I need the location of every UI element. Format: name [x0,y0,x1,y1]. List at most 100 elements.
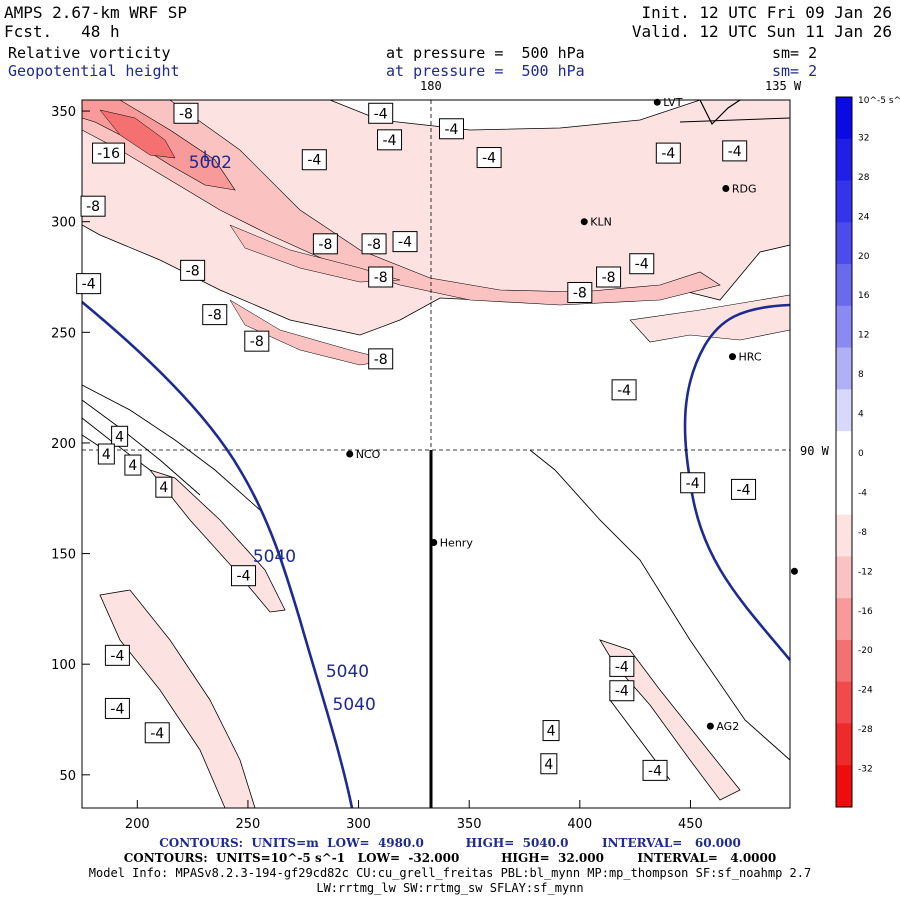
smoothing-2: sm= 2 [772,62,818,80]
vorticity-label: -4 [82,277,96,293]
vorticity-label: -4 [110,648,124,664]
colorbar-segment [836,180,852,223]
vorticity-label: -4 [648,763,662,779]
footer-vorticity-contours: CONTOURS: UNITS=10^-5 s^-1 LOW= -32.000 … [123,851,777,865]
colorbar-label: 32 [858,133,869,143]
vorticity-label: -8 [250,334,264,350]
station-label: HRC [738,351,761,364]
vorticity-label: -4 [398,235,412,251]
colorbar-segment [836,138,852,182]
y-axis-ticks: 350 300 250 200 150 100 50 [51,105,90,784]
y-tick-label: 350 [51,105,76,120]
colorbar-segment [836,305,852,349]
station-label: RDG [732,183,757,196]
vorticity-label: 4 [128,458,137,474]
vorticity-label-box [368,348,394,370]
vorticity-label: -8 [602,270,616,286]
vorticity-label: -4 [150,726,164,742]
vorticity-label-box [312,233,338,255]
colorbar-segment [836,639,852,683]
vorticity-label-box [92,142,126,164]
vorticity-label-box [144,722,170,744]
vorticity-label-box [104,697,130,719]
x-tick-label: 400 [567,817,592,832]
vorticity-label-box [244,330,270,352]
colorbar-label: -16 [858,607,873,617]
y-tick-label: 50 [59,769,76,784]
model-title: AMPS 2.67-km WRF SP [4,3,188,22]
footer-height-contours: CONTOURS: UNITS=m LOW= 4980.0 HIGH= 5040… [159,836,741,850]
vorticity-label: -4 [307,153,321,169]
vorticity-label-box [173,102,199,124]
vorticity-label: 4 [102,447,111,463]
x-tick-label: 450 [678,817,703,832]
vorticity-label-box [155,476,173,498]
vorticity-label-box [180,259,206,281]
valid-time: Valid. 12 UTC Sun 11 Jan 26 [631,22,892,41]
vorticity-label: 4 [115,429,124,445]
vorticity-label-box [231,565,257,587]
station-dot [580,218,588,226]
colorbar-label: -20 [858,646,873,656]
vorticity-label-box [377,129,403,151]
vorticity-label: -4 [635,257,649,273]
footer-physics-info: LW:rrtmg_lw SW:rrtmg_sw SFLAY:sf_mynn [316,881,584,895]
x-axis-ticks: 200 250 300 350 400 450 [125,800,703,832]
vorticity-label-box [368,266,394,288]
colorbar-label: -28 [858,725,873,735]
colorbar-label: 16 [858,291,870,301]
x-tick-label: 350 [457,817,482,832]
vorticity-contour-labels: -8 -4-4-4-16 -4 -4 -4-4-8-8 -8 -4-8 -8 -8-4-4-8-… [76,102,757,781]
vorticity-label: -4 [617,383,631,399]
pressure-level-1: at pressure = 500 hPa [386,44,585,62]
vorticity-label-box [361,233,387,255]
neg-vorticity-core-inner [99,109,176,159]
colorbar-label: 12 [858,331,869,341]
height-contour-label: 5040 [326,662,369,682]
vorticity-label: -4 [686,476,700,492]
colorbar-segment [836,765,852,808]
colorbar-label: 20 [858,252,870,262]
colorbar-segment [836,97,852,140]
lon-label-135w: 135 W [765,79,802,93]
colorbar-label: 4 [858,410,864,420]
colorbar-segment [836,556,852,599]
vorticity-label: -8 [179,106,193,122]
field-vorticity: Relative vorticity [8,44,171,62]
colorbar-label: -8 [858,528,867,538]
height-contour-label: 5040 [253,547,296,567]
vorticity-label-box [438,118,464,140]
vorticity-label: -4 [615,684,629,700]
colorbar-label: 0 [858,449,864,459]
vorticity-label: -8 [374,270,388,286]
y-tick-label: 250 [51,326,76,341]
colorbar-label: -4 [858,488,867,498]
height-contours [81,300,791,809]
coastline [699,99,741,126]
vorticity-label-box [76,273,102,295]
plot-frame [81,99,791,809]
vorticity-label-box [609,655,635,677]
vorticity-label: -4 [374,106,388,122]
station-dot [706,722,714,730]
vorticity-label: -4 [110,701,124,717]
vorticity-label: -8 [318,237,332,253]
vorticity-label: 4 [547,724,556,740]
station-dot [430,539,438,546]
colorbar-frame [835,96,853,808]
vorticity-label: -4 [737,482,751,498]
x-tick-label: 250 [236,817,261,832]
station-label: Henry [440,537,474,550]
vorticity-label-box [609,680,635,702]
vorticity-label-box [611,379,637,401]
vorticity-label: -8 [367,237,381,253]
colorbar-segment [836,598,852,641]
vorticity-label: 4 [544,757,553,773]
vorticity-label-box [476,147,502,169]
pressure-level-2: at pressure = 500 hPa [386,62,585,80]
height-5040-left [81,300,354,809]
colorbar-label: 28 [858,173,870,183]
vorticity-label-box [629,253,655,275]
station-dot [722,185,730,192]
